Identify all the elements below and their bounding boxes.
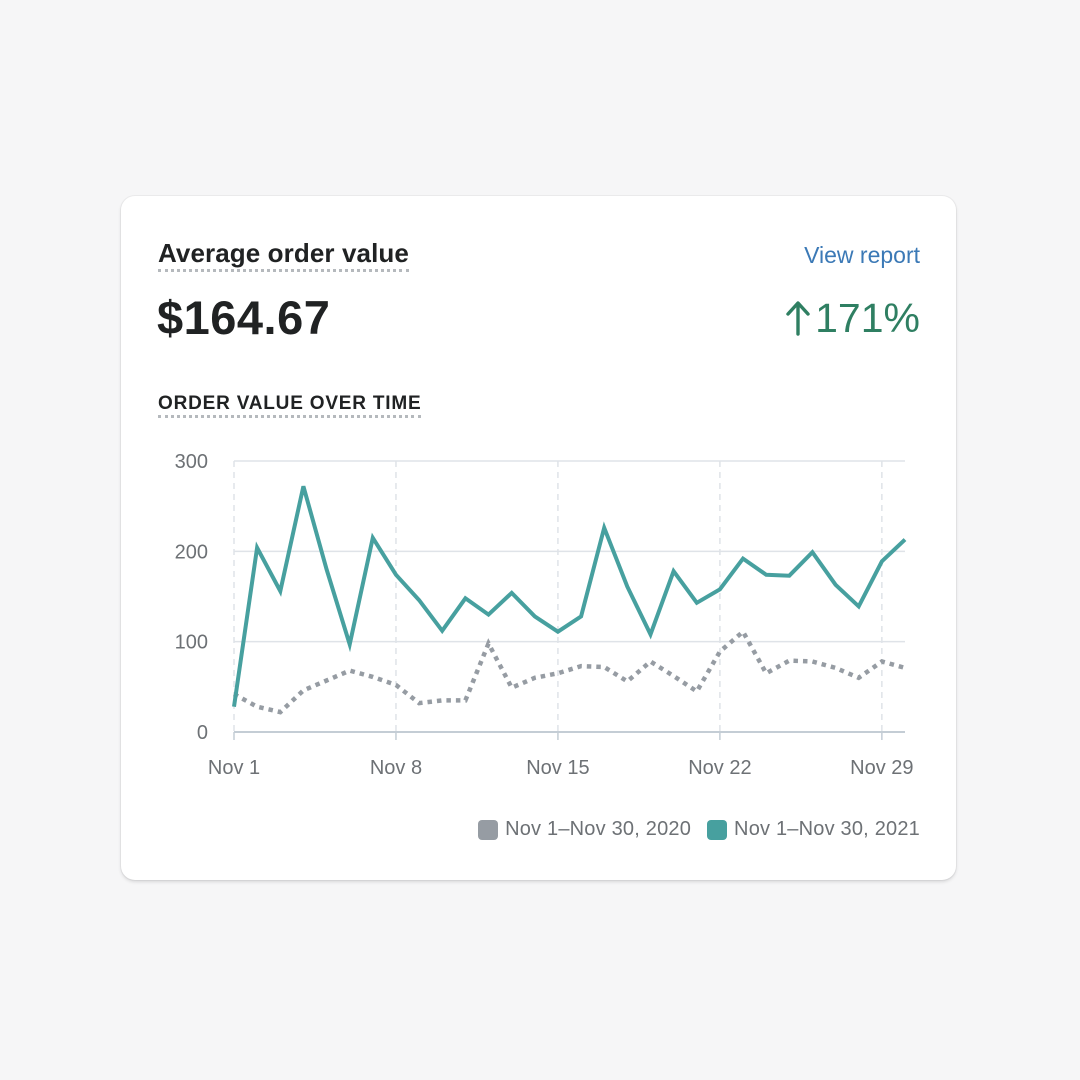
chart-grid: [233, 460, 905, 733]
x-tick-label: Nov 22: [688, 757, 751, 779]
y-tick-label: 200: [175, 541, 208, 563]
card-title[interactable]: Average order value: [158, 238, 409, 272]
x-tick-label: Nov 15: [526, 757, 589, 779]
order-value-chart: 0 100 200 300 Nov 1 Nov 8 Nov 15 Nov 22 Nov 29: [175, 451, 914, 779]
series-line-2020: [232, 628, 906, 715]
chart-axes: 0 100 200 300 Nov 1 Nov 8 Nov 15 Nov 22 Nov 29: [175, 451, 914, 779]
series-line-2021: [232, 485, 907, 707]
legend-label-2020: Nov 1–Nov 30, 2020: [505, 818, 692, 840]
arrow-up-icon: [786, 301, 810, 336]
y-tick-label: 0: [197, 722, 208, 744]
chart-section-title[interactable]: ORDER VALUE OVER TIME: [158, 392, 422, 418]
x-tick-label: Nov 29: [850, 757, 913, 779]
legend-swatch-2021: [707, 819, 728, 840]
chart-series: [232, 485, 907, 715]
y-tick-label: 100: [175, 632, 208, 654]
legend-item-2020: Nov 1–Nov 30, 2020: [478, 818, 691, 841]
view-report-link[interactable]: View report: [804, 242, 920, 268]
average-order-value-card: 0 100 200 300 Nov 1 Nov 8 Nov 15 Nov 22 Nov 29 A…: [121, 196, 956, 880]
change-value: 171%: [815, 295, 920, 341]
change-indicator: 171%: [785, 292, 920, 344]
chart-legend: Nov 1–Nov 30, 2020 Nov 1–Nov 30, 2021: [478, 818, 920, 841]
legend-swatch-2020: [478, 819, 499, 840]
y-tick-label: 300: [175, 451, 208, 473]
metric-value: $164.67: [157, 291, 331, 344]
x-tick-label: Nov 8: [370, 757, 422, 779]
legend-item-2021: Nov 1–Nov 30, 2021: [707, 818, 920, 841]
x-tick-label: Nov 1: [208, 757, 260, 779]
legend-label-2021: Nov 1–Nov 30, 2021: [734, 818, 920, 840]
